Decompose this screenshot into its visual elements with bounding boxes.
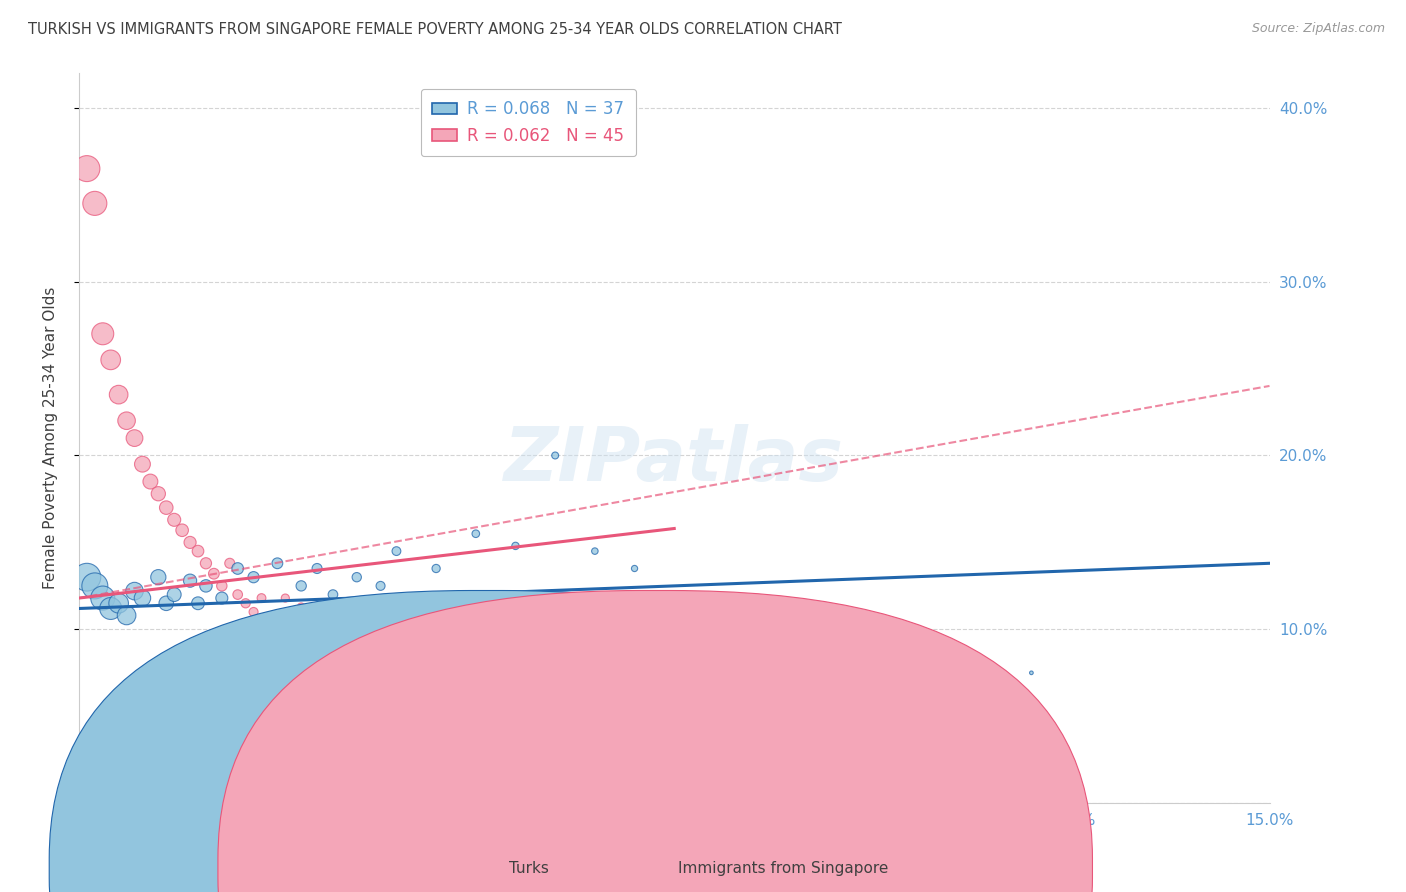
Point: [290, 579, 312, 593]
Point: [179, 574, 201, 588]
Point: [211, 591, 233, 605]
FancyBboxPatch shape: [218, 591, 1092, 892]
Point: [821, 730, 844, 744]
Point: [623, 561, 645, 575]
Point: [76, 161, 98, 176]
Point: [1021, 665, 1043, 680]
Point: [155, 500, 177, 515]
Point: [505, 539, 527, 553]
Point: [218, 556, 240, 570]
Text: TURKISH VS IMMIGRANTS FROM SINGAPORE FEMALE POVERTY AMONG 25-34 YEAR OLDS CORREL: TURKISH VS IMMIGRANTS FROM SINGAPORE FEM…: [28, 22, 842, 37]
Point: [274, 591, 297, 605]
Point: [782, 648, 804, 663]
Point: [742, 727, 765, 741]
Point: [425, 561, 447, 575]
Text: Immigrants from Singapore: Immigrants from Singapore: [678, 862, 889, 876]
Point: [290, 599, 312, 614]
Point: [941, 640, 963, 654]
Point: [107, 387, 129, 401]
Point: [242, 570, 264, 584]
Point: [250, 591, 273, 605]
Point: [370, 660, 392, 674]
Point: [266, 556, 288, 570]
Point: [226, 588, 249, 602]
Point: [401, 678, 423, 692]
Point: [623, 713, 645, 727]
Point: [235, 596, 257, 610]
Point: [862, 631, 884, 645]
Y-axis label: Female Poverty Among 25-34 Year Olds: Female Poverty Among 25-34 Year Olds: [44, 287, 58, 590]
Point: [583, 692, 606, 706]
Point: [370, 579, 392, 593]
Point: [464, 695, 486, 709]
Point: [91, 326, 114, 341]
Point: [346, 625, 368, 640]
Point: [179, 535, 201, 549]
Point: [544, 449, 567, 463]
Point: [742, 631, 765, 645]
Point: [194, 556, 217, 570]
Point: [194, 579, 217, 593]
Point: [307, 643, 329, 657]
Legend: R = 0.068   N = 37, R = 0.062   N = 45: R = 0.068 N = 37, R = 0.062 N = 45: [420, 88, 636, 156]
Point: [322, 588, 344, 602]
Point: [163, 513, 186, 527]
Text: Turks: Turks: [509, 862, 548, 876]
Point: [283, 623, 305, 637]
Point: [583, 544, 606, 558]
Point: [211, 579, 233, 593]
Point: [862, 735, 884, 749]
Point: [155, 596, 177, 610]
Point: [148, 570, 170, 584]
Point: [664, 640, 686, 654]
Point: [76, 570, 98, 584]
Point: [131, 591, 153, 605]
Text: ZIPatlas: ZIPatlas: [505, 424, 844, 497]
Point: [115, 608, 138, 623]
Point: [821, 636, 844, 650]
Point: [322, 636, 344, 650]
Point: [664, 700, 686, 714]
Point: [100, 601, 122, 615]
Point: [83, 579, 105, 593]
Point: [148, 487, 170, 501]
Point: [703, 718, 725, 732]
Point: [139, 475, 162, 489]
Point: [346, 570, 368, 584]
Point: [202, 566, 225, 581]
Point: [124, 431, 146, 445]
Point: [83, 196, 105, 211]
Point: [163, 588, 186, 602]
Point: [187, 596, 209, 610]
Point: [385, 669, 408, 683]
Point: [464, 526, 486, 541]
Point: [425, 687, 447, 701]
Point: [115, 414, 138, 428]
Point: [172, 523, 194, 537]
Text: Source: ZipAtlas.com: Source: ZipAtlas.com: [1251, 22, 1385, 36]
Point: [91, 591, 114, 605]
Point: [226, 561, 249, 575]
Point: [124, 584, 146, 599]
Point: [505, 700, 527, 714]
Point: [242, 605, 264, 619]
FancyBboxPatch shape: [49, 591, 924, 892]
Point: [107, 596, 129, 610]
Point: [782, 713, 804, 727]
Point: [544, 706, 567, 720]
Point: [187, 544, 209, 558]
Point: [385, 544, 408, 558]
Point: [100, 352, 122, 367]
Point: [131, 457, 153, 471]
Point: [266, 614, 288, 628]
Point: [307, 561, 329, 575]
